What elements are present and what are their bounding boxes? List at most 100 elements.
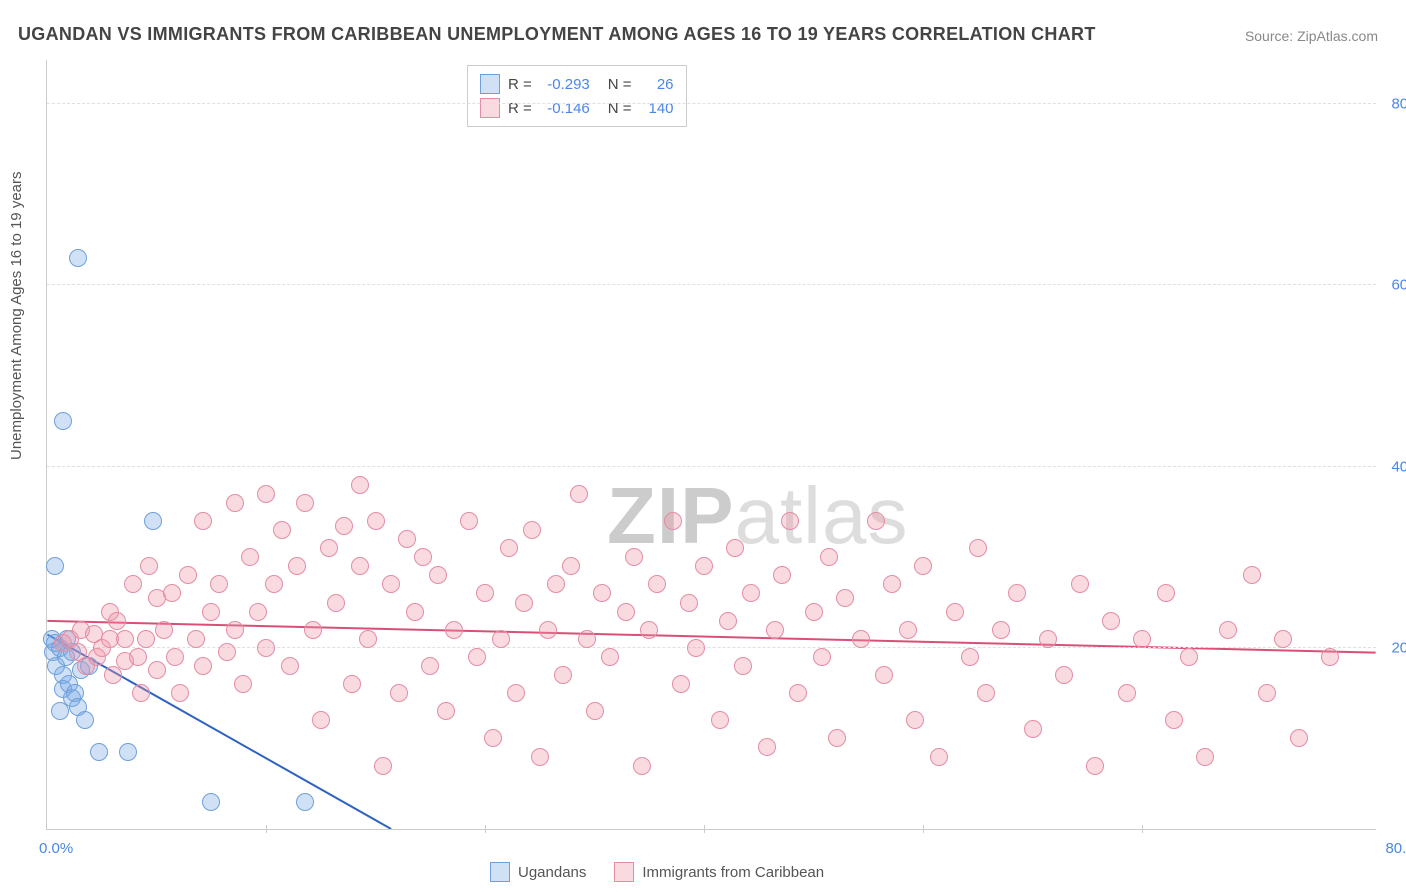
data-point bbox=[218, 643, 236, 661]
data-point bbox=[672, 675, 690, 693]
data-point bbox=[625, 548, 643, 566]
data-point bbox=[429, 566, 447, 584]
source-attribution: Source: ZipAtlas.com bbox=[1245, 28, 1378, 44]
data-point bbox=[144, 512, 162, 530]
gridline bbox=[47, 466, 1376, 467]
data-point bbox=[570, 485, 588, 503]
data-point bbox=[476, 584, 494, 602]
gridline bbox=[47, 284, 1376, 285]
data-point bbox=[281, 657, 299, 675]
legend-item-ugandans: Ugandans bbox=[490, 862, 586, 882]
data-point bbox=[137, 630, 155, 648]
data-point bbox=[202, 603, 220, 621]
data-point bbox=[351, 476, 369, 494]
data-point bbox=[773, 566, 791, 584]
data-point bbox=[1243, 566, 1261, 584]
data-point bbox=[312, 711, 330, 729]
data-point bbox=[421, 657, 439, 675]
data-point bbox=[468, 648, 486, 666]
data-point bbox=[163, 584, 181, 602]
data-point bbox=[148, 661, 166, 679]
n-value-caribbean: 140 bbox=[640, 100, 674, 117]
data-point bbox=[492, 630, 510, 648]
data-point bbox=[155, 621, 173, 639]
data-point bbox=[226, 621, 244, 639]
data-point bbox=[906, 711, 924, 729]
data-point bbox=[166, 648, 184, 666]
trend-line bbox=[47, 621, 1375, 653]
stats-row-ugandans: R = -0.293 N = 26 bbox=[480, 72, 674, 96]
data-point bbox=[711, 711, 729, 729]
data-point bbox=[664, 512, 682, 530]
data-point bbox=[1133, 630, 1151, 648]
data-point bbox=[1086, 757, 1104, 775]
data-point bbox=[992, 621, 1010, 639]
data-point bbox=[241, 548, 259, 566]
data-point bbox=[593, 584, 611, 602]
data-point bbox=[382, 575, 400, 593]
data-point bbox=[257, 639, 275, 657]
n-label: N = bbox=[608, 100, 632, 117]
data-point bbox=[1180, 648, 1198, 666]
data-point bbox=[171, 684, 189, 702]
data-point bbox=[445, 621, 463, 639]
data-point bbox=[124, 575, 142, 593]
data-point bbox=[202, 793, 220, 811]
data-point bbox=[1219, 621, 1237, 639]
data-point bbox=[789, 684, 807, 702]
data-point bbox=[781, 512, 799, 530]
data-point bbox=[414, 548, 432, 566]
n-label: N = bbox=[608, 76, 632, 93]
data-point bbox=[539, 621, 557, 639]
correlation-stats-box: R = -0.293 N = 26 R = -0.146 N = 140 bbox=[467, 65, 687, 127]
data-point bbox=[734, 657, 752, 675]
swatch-caribbean bbox=[480, 98, 500, 118]
data-point bbox=[76, 711, 94, 729]
data-point bbox=[977, 684, 995, 702]
data-point bbox=[1196, 748, 1214, 766]
data-point bbox=[335, 517, 353, 535]
watermark-text: ZIPatlas bbox=[607, 470, 908, 562]
data-point bbox=[1118, 684, 1136, 702]
x-tick-mark bbox=[266, 825, 267, 833]
y-tick-label: 60.0% bbox=[1380, 277, 1406, 294]
x-axis-max-label: 80.0% bbox=[1385, 840, 1406, 857]
data-point bbox=[187, 630, 205, 648]
data-point bbox=[680, 594, 698, 612]
data-point bbox=[601, 648, 619, 666]
data-point bbox=[875, 666, 893, 684]
data-point bbox=[54, 412, 72, 430]
legend-label-ugandans: Ugandans bbox=[518, 864, 586, 881]
x-tick-mark bbox=[704, 825, 705, 833]
data-point bbox=[296, 494, 314, 512]
data-point bbox=[554, 666, 572, 684]
data-point bbox=[507, 684, 525, 702]
y-tick-label: 80.0% bbox=[1380, 96, 1406, 113]
data-point bbox=[140, 557, 158, 575]
data-point bbox=[460, 512, 478, 530]
data-point bbox=[687, 639, 705, 657]
data-point bbox=[1071, 575, 1089, 593]
y-tick-label: 20.0% bbox=[1380, 639, 1406, 656]
data-point bbox=[367, 512, 385, 530]
data-point bbox=[327, 594, 345, 612]
data-point bbox=[1258, 684, 1276, 702]
data-point bbox=[695, 557, 713, 575]
data-point bbox=[1290, 729, 1308, 747]
data-point bbox=[46, 557, 64, 575]
data-point bbox=[617, 603, 635, 621]
data-point bbox=[108, 612, 126, 630]
data-point bbox=[304, 621, 322, 639]
data-point bbox=[132, 684, 150, 702]
data-point bbox=[961, 648, 979, 666]
x-axis-min-label: 0.0% bbox=[39, 840, 73, 857]
data-point bbox=[390, 684, 408, 702]
data-point bbox=[1024, 720, 1042, 738]
data-point bbox=[523, 521, 541, 539]
data-point bbox=[273, 521, 291, 539]
data-point bbox=[1165, 711, 1183, 729]
data-point bbox=[726, 539, 744, 557]
data-point bbox=[914, 557, 932, 575]
data-point bbox=[1055, 666, 1073, 684]
data-point bbox=[234, 675, 252, 693]
